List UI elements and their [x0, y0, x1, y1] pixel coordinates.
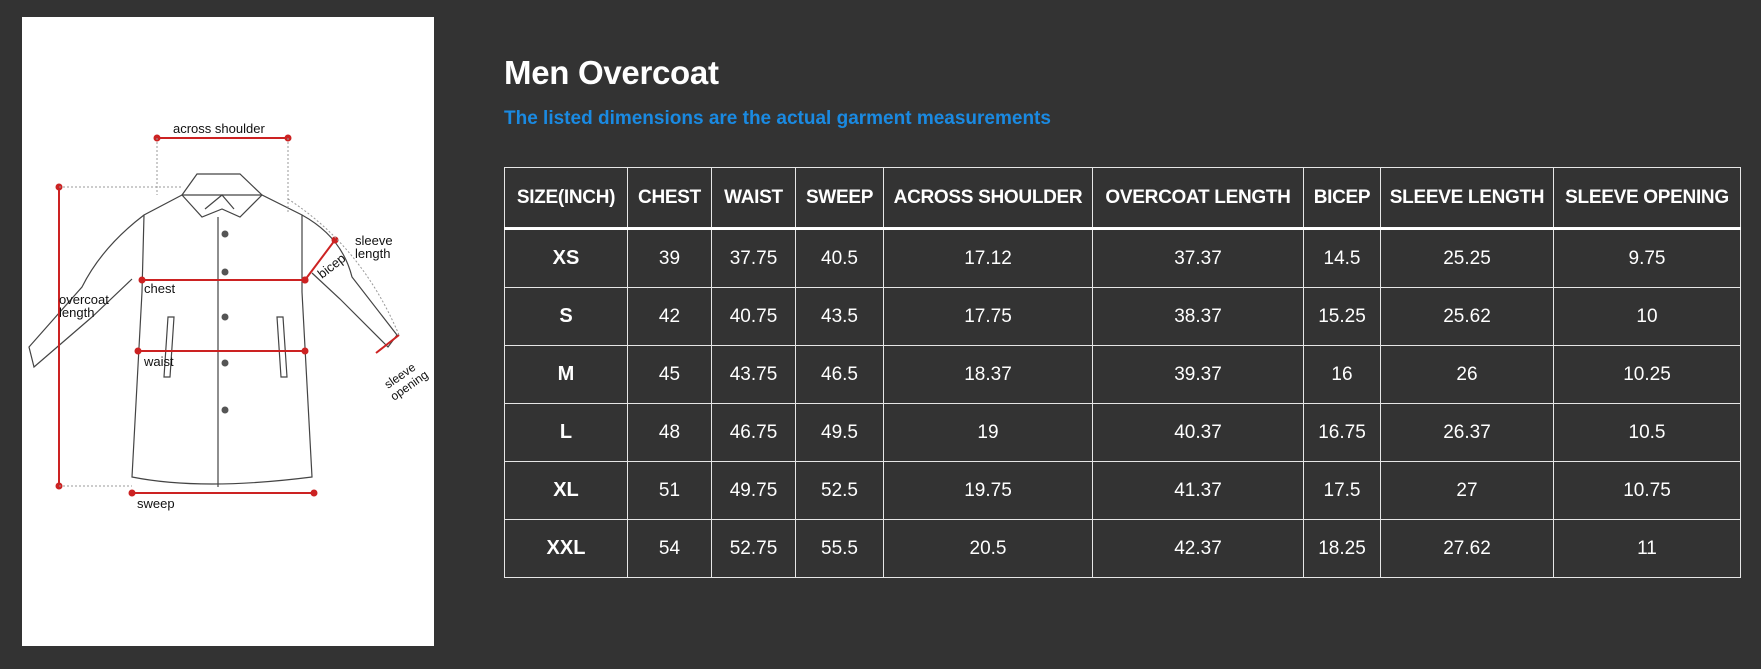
- table-cell: 19: [883, 403, 1093, 462]
- table-cell: 26: [1380, 345, 1554, 404]
- table-cell: 10.75: [1553, 461, 1741, 520]
- table-cell: 25.25: [1380, 228, 1554, 288]
- table-cell: 52.75: [711, 519, 796, 578]
- table-cell: 16.75: [1303, 403, 1381, 462]
- table-body: XS 39 37.75 40.5 17.12 37.37 14.5 25.25 …: [504, 228, 1741, 578]
- column-header: BICEP: [1303, 167, 1381, 230]
- column-header: OVERCOAT LENGTH: [1092, 167, 1304, 230]
- size-cell: XXL: [504, 519, 628, 578]
- overcoat-length-label-1: overcoat: [59, 292, 109, 307]
- overcoat-length-label-2: length: [59, 305, 94, 320]
- across-shoulder-label: across shoulder: [173, 121, 265, 136]
- coat-outline: [28, 173, 398, 487]
- table-cell: 54: [627, 519, 712, 578]
- table-cell: 37.37: [1092, 228, 1304, 288]
- table-cell: 27: [1380, 461, 1554, 520]
- sleeve-length-label-2: length: [355, 246, 390, 261]
- column-header: SIZE(INCH): [504, 167, 628, 230]
- table-cell: 51: [627, 461, 712, 520]
- column-header: SWEEP: [795, 167, 884, 230]
- table-cell: 18.25: [1303, 519, 1381, 578]
- sleeve-opening-line: [375, 334, 400, 354]
- sweep-label: sweep: [137, 496, 175, 511]
- table-cell: 10.25: [1553, 345, 1741, 404]
- table-row: XL 51 49.75 52.5 19.75 41.37 17.5 27 10.…: [504, 461, 1741, 520]
- table-cell: 27.62: [1380, 519, 1554, 578]
- column-header: SLEEVE LENGTH: [1380, 167, 1554, 230]
- table-cell: 43.75: [711, 345, 796, 404]
- table-cell: 40.37: [1092, 403, 1304, 462]
- diagram-labels: across shoulder sleeve length bicep over…: [59, 121, 431, 511]
- sleeve-length-label-1: sleeve: [355, 233, 393, 248]
- table-cell: 43.5: [795, 287, 884, 346]
- table-cell: 39: [627, 228, 712, 288]
- page-title: Men Overcoat: [504, 54, 719, 91]
- measurement-lines: [55, 134, 400, 497]
- size-cell: XS: [504, 228, 628, 288]
- table-cell: 49.5: [795, 403, 884, 462]
- table-cell: 11: [1553, 519, 1741, 578]
- table-cell: 39.37: [1092, 345, 1304, 404]
- table-cell: 55.5: [795, 519, 884, 578]
- column-header: ACROSS SHOULDER: [883, 167, 1093, 230]
- table-cell: 46.75: [711, 403, 796, 462]
- guide-lines: [59, 138, 400, 487]
- table-cell: 15.25: [1303, 287, 1381, 346]
- table-cell: 41.37: [1092, 461, 1304, 520]
- table-cell: 46.5: [795, 345, 884, 404]
- table-cell: 10: [1553, 287, 1741, 346]
- bicep-line: [304, 239, 336, 281]
- table-cell: 45: [627, 345, 712, 404]
- coat-buttons: [221, 230, 229, 414]
- column-header: WAIST: [711, 167, 796, 230]
- table-cell: 10.5: [1553, 403, 1741, 462]
- table-cell: 17.12: [883, 228, 1093, 288]
- page-subtitle: The listed dimensions are the actual gar…: [504, 108, 1051, 129]
- size-cell: M: [504, 345, 628, 404]
- table-row: XXL 54 52.75 55.5 20.5 42.37 18.25 27.62…: [504, 519, 1741, 578]
- waist-label: waist: [143, 354, 174, 369]
- chest-label: chest: [144, 281, 175, 296]
- column-header: SLEEVE OPENING: [1553, 167, 1741, 230]
- table-cell: 38.37: [1092, 287, 1304, 346]
- table-row: XS 39 37.75 40.5 17.12 37.37 14.5 25.25 …: [504, 228, 1741, 288]
- table-row: L 48 46.75 49.5 19 40.37 16.75 26.37 10.…: [504, 403, 1741, 462]
- table-cell: 18.37: [883, 345, 1093, 404]
- table-cell: 14.5: [1303, 228, 1381, 288]
- table-cell: 52.5: [795, 461, 884, 520]
- size-cell: XL: [504, 461, 628, 520]
- size-chart-table: SIZE(INCH) CHEST WAIST SWEEP ACROSS SHOU…: [504, 167, 1741, 578]
- coat-measurement-diagram: across shoulder sleeve length bicep over…: [28, 121, 431, 511]
- table-cell: 40.75: [711, 287, 796, 346]
- table-cell: 40.5: [795, 228, 884, 288]
- table-cell: 9.75: [1553, 228, 1741, 288]
- table-row: M 45 43.75 46.5 18.37 39.37 16 26 10.25: [504, 345, 1741, 404]
- table-cell: 19.75: [883, 461, 1093, 520]
- table-cell: 17.5: [1303, 461, 1381, 520]
- table-cell: 37.75: [711, 228, 796, 288]
- table-row: S 42 40.75 43.5 17.75 38.37 15.25 25.62 …: [504, 287, 1741, 346]
- table-cell: 42.37: [1092, 519, 1304, 578]
- size-cell: L: [504, 403, 628, 462]
- table-cell: 48: [627, 403, 712, 462]
- table-cell: 16: [1303, 345, 1381, 404]
- table-cell: 25.62: [1380, 287, 1554, 346]
- table-cell: 17.75: [883, 287, 1093, 346]
- column-header: CHEST: [627, 167, 712, 230]
- table-cell: 20.5: [883, 519, 1093, 578]
- table-header-row: SIZE(INCH) CHEST WAIST SWEEP ACROSS SHOU…: [504, 167, 1741, 230]
- table-cell: 42: [627, 287, 712, 346]
- coat-diagram-panel: across shoulder sleeve length bicep over…: [22, 17, 434, 646]
- table-cell: 49.75: [711, 461, 796, 520]
- size-cell: S: [504, 287, 628, 346]
- table-cell: 26.37: [1380, 403, 1554, 462]
